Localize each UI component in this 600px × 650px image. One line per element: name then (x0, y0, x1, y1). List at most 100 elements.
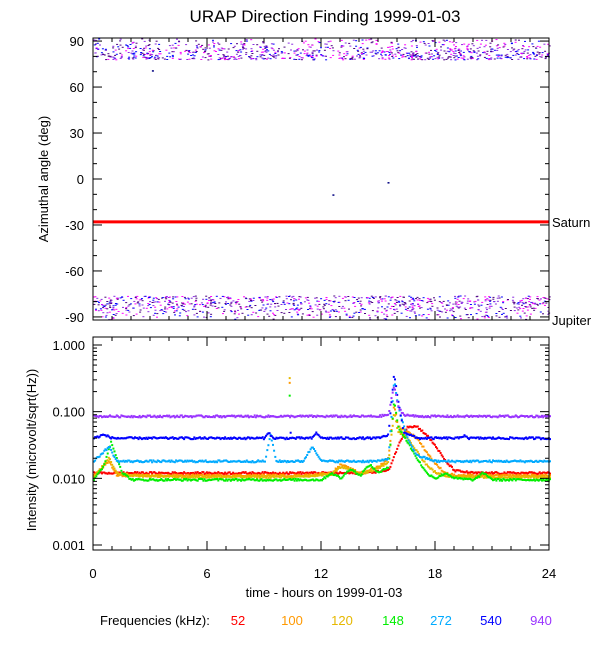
series-point (195, 437, 198, 440)
series-point (425, 437, 428, 440)
series-point (235, 472, 238, 475)
azimuth-point (177, 44, 180, 46)
azimuth-point (119, 44, 122, 46)
series-point (226, 479, 229, 482)
series-point (286, 414, 289, 417)
azimuth-point (429, 298, 432, 300)
series-point (127, 459, 130, 462)
series-point (232, 471, 235, 474)
azimuth-point (312, 57, 315, 59)
azimuth-point (210, 300, 213, 302)
series-point (302, 415, 305, 418)
azimuth-point (224, 303, 227, 304)
series-point (545, 415, 548, 418)
series-point (158, 475, 160, 478)
azimuth-point (368, 314, 371, 316)
series-point (295, 415, 298, 418)
series-point (427, 453, 429, 456)
series-point (339, 463, 342, 466)
azimuth-point (230, 56, 233, 57)
series-point (518, 416, 521, 418)
azimuth-point (458, 48, 461, 50)
series-point (537, 476, 540, 479)
series-point (350, 438, 353, 441)
azimuth-point (237, 51, 240, 53)
azimuth-point (363, 308, 366, 310)
series-point (378, 465, 380, 468)
series-point (391, 400, 394, 403)
series-point (300, 436, 303, 439)
series-point (261, 471, 264, 474)
series-point (523, 473, 526, 476)
series-point (425, 456, 428, 459)
intensity-x-tick-label: 12 (314, 566, 328, 581)
series-point (162, 436, 165, 439)
series-point (528, 415, 531, 418)
series-point (266, 449, 269, 452)
series-point (175, 478, 178, 481)
azimuth-point (264, 309, 267, 311)
series-point (380, 436, 383, 439)
azimuth-point (306, 53, 308, 55)
series-point (403, 425, 406, 428)
series-point (542, 474, 545, 477)
azimuth-point (271, 300, 274, 301)
azimuth-point (479, 54, 482, 56)
series-point (262, 416, 265, 419)
series-point (284, 438, 287, 441)
series-point (286, 476, 289, 478)
series-point (334, 469, 337, 472)
series-point (508, 471, 510, 474)
series-point (406, 413, 409, 416)
azimuth-point (387, 303, 390, 305)
azimuth-point (501, 309, 504, 310)
series-point (131, 475, 134, 478)
series-point (332, 474, 335, 476)
azimuth-point (446, 47, 449, 49)
series-point (382, 462, 385, 465)
series-point (292, 461, 295, 463)
azimuth-point (217, 59, 220, 61)
series-point (303, 457, 306, 460)
azimuth-point (441, 311, 444, 313)
series-point (99, 414, 102, 417)
series-point (513, 477, 516, 480)
azimuth-point (240, 308, 243, 310)
azimuth-point (423, 42, 426, 44)
azimuth-point (185, 44, 188, 46)
series-point (437, 472, 440, 475)
series-point (511, 474, 514, 476)
azimuth-point (463, 56, 466, 58)
azimuth-point (193, 55, 196, 57)
series-point (168, 459, 171, 462)
azimuth-point (296, 54, 299, 56)
azimuth-point (302, 49, 304, 51)
series-point (406, 430, 409, 433)
series-point (169, 436, 172, 439)
series-point (199, 474, 201, 477)
series-point (317, 434, 320, 437)
azimuth-point (378, 302, 380, 304)
azimuth-point (206, 303, 209, 305)
azimuth-point (252, 44, 255, 45)
series-point (519, 437, 522, 440)
azimuth-point (241, 46, 244, 48)
series-point (399, 427, 402, 430)
series-point (416, 459, 419, 462)
series-point (439, 475, 442, 478)
series-point (408, 425, 411, 428)
series-point (204, 479, 207, 482)
series-point (520, 437, 523, 440)
series-point (400, 419, 403, 422)
azimuth-point (285, 295, 288, 297)
azimuth-point (130, 298, 133, 300)
series-point (466, 478, 469, 481)
series-point (381, 435, 384, 438)
series-point (464, 474, 467, 477)
series-point (330, 474, 333, 476)
azimuth-point (529, 298, 531, 300)
series-point (453, 460, 456, 463)
azimuth-point (410, 310, 413, 312)
azimuth-point (204, 49, 207, 51)
series-point (298, 475, 301, 478)
